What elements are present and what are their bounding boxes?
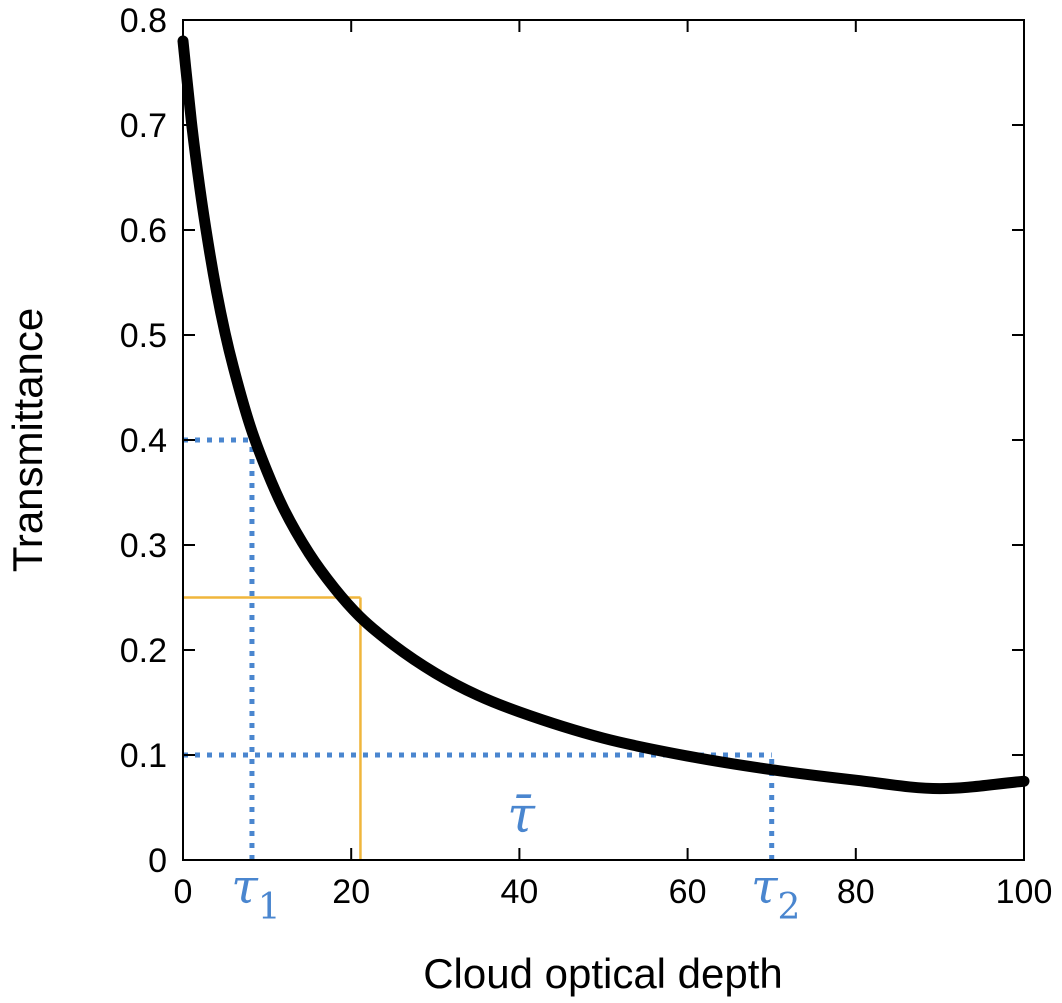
transmittance-curve bbox=[177, 35, 1030, 795]
tau-bar-label: τ̄ bbox=[507, 785, 536, 843]
y-tick-label: 0.1 bbox=[120, 737, 167, 775]
x-tick-label: 20 bbox=[332, 873, 370, 911]
guide-lines bbox=[183, 437, 775, 860]
x-tick-label: 40 bbox=[500, 873, 538, 911]
y-tick-label: 0.8 bbox=[120, 2, 167, 40]
y-tick-label: 0 bbox=[148, 842, 167, 880]
tick-labels: 0 20 40 60 80 100 0 0.1 0.2 0.3 0.4 0.5 0.6 0.7 0.8 bbox=[120, 2, 1053, 911]
y-tick-label: 0.6 bbox=[120, 212, 167, 250]
tau-1-label: τ1 bbox=[231, 859, 280, 928]
y-tick-label: 0.3 bbox=[120, 527, 167, 565]
x-axis-title: Cloud optical depth bbox=[423, 950, 783, 997]
x-tick-label: 80 bbox=[837, 873, 875, 911]
x-tick-label: 60 bbox=[669, 873, 707, 911]
y-tick-label: 0.5 bbox=[120, 317, 167, 355]
tau-2-label: τ2 bbox=[751, 859, 800, 928]
x-tick-label: 0 bbox=[174, 873, 193, 911]
axis-ticks bbox=[182, 19, 1025, 861]
x-tick-label: 100 bbox=[996, 873, 1053, 911]
annotation-labels: τ1 τ2 τ̄ bbox=[231, 785, 800, 928]
y-axis-title: Transmittance bbox=[4, 308, 51, 573]
y-tick-label: 0.4 bbox=[120, 422, 167, 460]
y-tick-label: 0.7 bbox=[120, 107, 167, 145]
y-tick-label: 0.2 bbox=[120, 632, 167, 670]
